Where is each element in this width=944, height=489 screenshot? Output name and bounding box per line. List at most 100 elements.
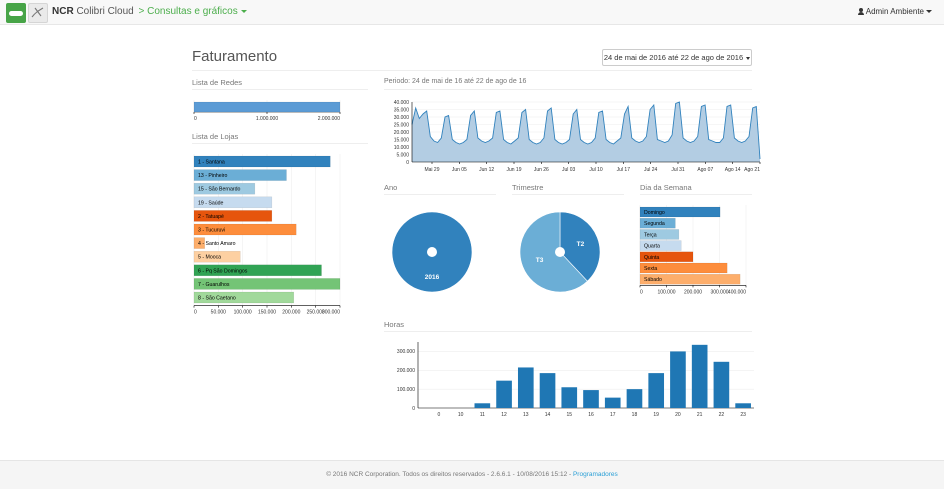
bar-label: Sexta — [644, 266, 657, 272]
user-name: Admin Ambiente — [865, 7, 924, 16]
bar — [474, 403, 491, 408]
x-tick-label: 18 — [632, 412, 638, 418]
y-tick-label: 20.000 — [394, 130, 410, 136]
bar — [539, 373, 556, 408]
brand-separator: > — [138, 6, 145, 17]
bar-label: 5 - Mooca — [198, 255, 221, 261]
bar — [639, 240, 682, 251]
chevron-down-icon[interactable] — [240, 9, 247, 13]
bar — [193, 278, 341, 290]
bar-label: 2 - Tatuapé — [198, 214, 224, 220]
divider — [384, 89, 752, 90]
x-tick-label: 19 — [653, 412, 659, 418]
trimestre-chart: T2 T3 — [519, 211, 601, 293]
x-tick-label: 11 — [480, 412, 485, 418]
bar — [193, 291, 295, 304]
section-periodo: Periodo: 24 de mai de 16 até 22 de ago d… — [384, 78, 527, 85]
menu-consultas[interactable]: Consultas e gráficos — [147, 6, 238, 17]
bar-label: Segunda — [644, 221, 665, 227]
bar-label: 6 - Pq São Domingos — [198, 268, 248, 274]
divider — [640, 194, 752, 195]
divider — [384, 194, 496, 195]
bar — [639, 251, 694, 263]
lojas-chart: 0 50.000 100.000 150.000 200.000 250.000300.0… — [193, 154, 341, 316]
section-lojas: Lista de Lojas — [192, 132, 239, 141]
x-tick-label: 0 — [194, 116, 197, 122]
x-tick-label: Jul 17 — [617, 167, 631, 173]
x-tick-label: Ago 21 — [744, 167, 760, 173]
colibri-logo-icon[interactable] — [28, 3, 48, 23]
x-tick-label: 0 — [640, 289, 643, 295]
section-ano: Ano — [384, 183, 398, 192]
bar — [626, 389, 643, 408]
x-tick-label: 0 — [437, 412, 440, 418]
x-tick-label: Jul 24 — [644, 167, 658, 173]
x-tick-label: 14 — [545, 412, 551, 418]
y-tick-label: 0 — [406, 160, 409, 166]
bar-label: 15 - São Bernardo — [198, 187, 241, 193]
x-tick-label: Mai 29 — [424, 167, 439, 173]
bar — [193, 223, 297, 236]
x-tick-label: 50.000 — [211, 310, 227, 316]
x-tick-label: 20 — [675, 412, 681, 418]
pie-center — [555, 247, 565, 257]
bar — [193, 182, 256, 195]
x-tick-label: 10 — [458, 412, 464, 418]
dia-semana-chart: 0 100.000 200.000 300.000 400.000 Domingo Segu… — [639, 205, 747, 295]
bar-label: 4 - Santo Amaro — [198, 241, 236, 247]
redes-chart: 0 1.000.000 2.000.000 — [193, 100, 341, 122]
bar — [583, 390, 599, 408]
x-tick-label: 0 — [194, 310, 197, 316]
x-tick-label: 17 — [610, 412, 616, 418]
x-tick-label: 400.000 — [728, 289, 746, 295]
footer-link-programadores[interactable]: Programadores — [572, 471, 618, 478]
x-tick-label: 200.000 — [282, 310, 300, 316]
bar — [639, 217, 676, 229]
section-redes: Lista de Redes — [192, 78, 243, 87]
horas-chart: 0 100.000 200.000 300.000 0 10 11 12 13 14 15 16 17 1… — [397, 342, 754, 418]
y-tick-label: 35.000 — [394, 107, 410, 113]
bar — [713, 361, 730, 408]
divider — [384, 331, 752, 332]
date-range-label: 24 de mai de 2016 até 22 de ago de 2016 — [603, 53, 744, 62]
bar — [193, 237, 205, 249]
x-tick-label: 300.000 — [710, 289, 728, 295]
x-tick-label: Ago 07 — [697, 167, 713, 173]
y-tick-label: 15.000 — [394, 137, 410, 143]
bar — [517, 367, 534, 408]
bar-label: 1 - Santana — [198, 160, 225, 166]
x-tick-label: 22 — [719, 412, 725, 418]
bar — [561, 387, 578, 408]
series-line — [411, 101, 761, 160]
x-tick-label: Jun 05 — [452, 167, 467, 173]
x-tick-label: Jun 19 — [506, 167, 521, 173]
area-fill — [412, 102, 760, 162]
y-tick-label: 25.000 — [394, 122, 410, 128]
ncr-logo-icon[interactable] — [6, 3, 26, 23]
bar-label: 19 - Saúde — [198, 200, 223, 206]
bar — [193, 264, 322, 277]
date-range-button[interactable]: 24 de mai de 2016 até 22 de ago de 2016 — [602, 49, 752, 66]
brand-name: Colibri Cloud — [76, 6, 134, 17]
bar-label: Terça — [644, 232, 657, 238]
bar — [193, 210, 273, 222]
y-tick-label: 40.000 — [394, 100, 410, 106]
top-navbar: NCR Colibri Cloud > Consultas e gráficos… — [0, 0, 944, 25]
x-tick-label: Jun 26 — [534, 167, 549, 173]
x-tick-label: 100.000 — [234, 310, 252, 316]
bar-label: Domingo — [644, 210, 665, 216]
bar-label: Quinta — [644, 255, 659, 261]
footer: © 2016 NCR Corporation. Todos os direito… — [0, 460, 944, 489]
chevron-down-icon — [746, 56, 751, 60]
divider — [192, 143, 368, 144]
bar — [639, 229, 680, 240]
bar — [193, 155, 331, 168]
pie-label: 2016 — [425, 274, 440, 281]
user-menu[interactable]: Admin Ambiente — [857, 7, 932, 16]
x-tick-label: 13 — [523, 412, 529, 418]
bar-label: Sábado — [644, 277, 662, 283]
bar — [193, 169, 287, 181]
y-tick-label: 200.000 — [397, 368, 415, 374]
pie-slice — [519, 211, 588, 293]
